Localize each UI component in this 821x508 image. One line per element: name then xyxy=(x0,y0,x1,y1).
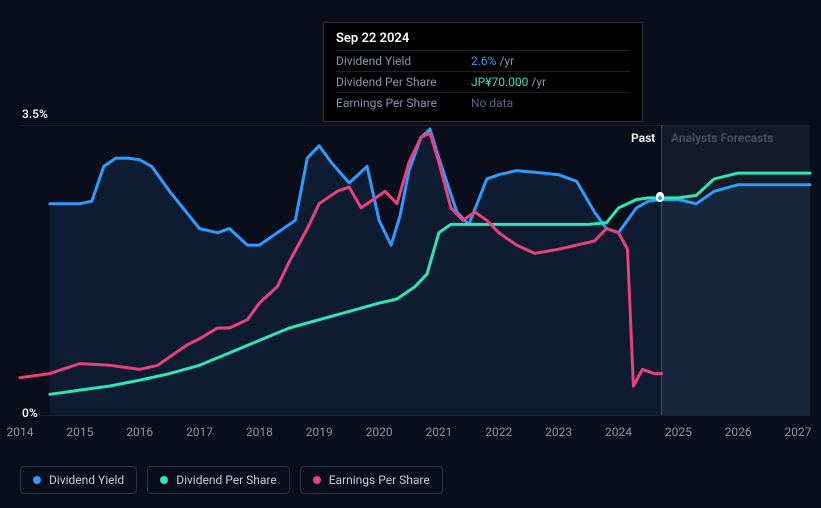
x-tick: 2027 xyxy=(785,425,812,439)
legend-item[interactable]: Dividend Yield xyxy=(20,466,137,494)
tooltip-date: Sep 22 2024 xyxy=(336,31,630,50)
tooltip-row-unit: /yr xyxy=(531,75,546,89)
x-tick: 2020 xyxy=(366,425,393,439)
tooltip-row-value: JP¥70.000 xyxy=(471,75,528,89)
x-tick: 2019 xyxy=(306,425,333,439)
tooltip-row-value: No data xyxy=(471,96,513,110)
tooltip-row-label: Earnings Per Share xyxy=(336,96,471,110)
series-marker xyxy=(656,194,664,202)
x-tick: 2016 xyxy=(126,425,153,439)
legend-label: Dividend Per Share xyxy=(176,473,277,487)
x-tick: 2015 xyxy=(66,425,93,439)
x-tick: 2022 xyxy=(485,425,512,439)
tooltip-row: Earnings Per ShareNo data xyxy=(336,92,630,113)
x-tick: 2023 xyxy=(545,425,572,439)
tooltip-row-value: 2.6% xyxy=(471,54,496,68)
legend-item[interactable]: Earnings Per Share xyxy=(300,466,443,494)
legend-dot xyxy=(33,476,41,484)
legend-label: Dividend Yield xyxy=(49,473,124,487)
legend-dot xyxy=(313,476,321,484)
tooltip-row-label: Dividend Yield xyxy=(336,54,471,68)
x-tick: 2021 xyxy=(425,425,452,439)
legend-dot xyxy=(160,476,168,484)
x-tick: 2014 xyxy=(7,425,34,439)
tooltip-row-unit: /yr xyxy=(499,54,514,68)
chart-tooltip: Sep 22 2024 Dividend Yield2.6%/yrDividen… xyxy=(323,22,643,122)
legend-label: Earnings Per Share xyxy=(329,473,430,487)
legend-item[interactable]: Dividend Per Share xyxy=(147,466,290,494)
x-tick: 2026 xyxy=(725,425,752,439)
tooltip-row: Dividend Per ShareJP¥70.000/yr xyxy=(336,71,630,92)
dividend-chart: 3.5% 0% Past Analysts Forecasts 20142015… xyxy=(0,0,821,508)
x-tick: 2017 xyxy=(186,425,213,439)
tooltip-row-label: Dividend Per Share xyxy=(336,75,471,89)
tooltip-row: Dividend Yield2.6%/yr xyxy=(336,50,630,71)
x-tick: 2018 xyxy=(246,425,273,439)
x-tick: 2024 xyxy=(605,425,632,439)
chart-legend: Dividend Yield Dividend Per Share Earnings… xyxy=(20,466,443,494)
x-tick: 2025 xyxy=(665,425,692,439)
